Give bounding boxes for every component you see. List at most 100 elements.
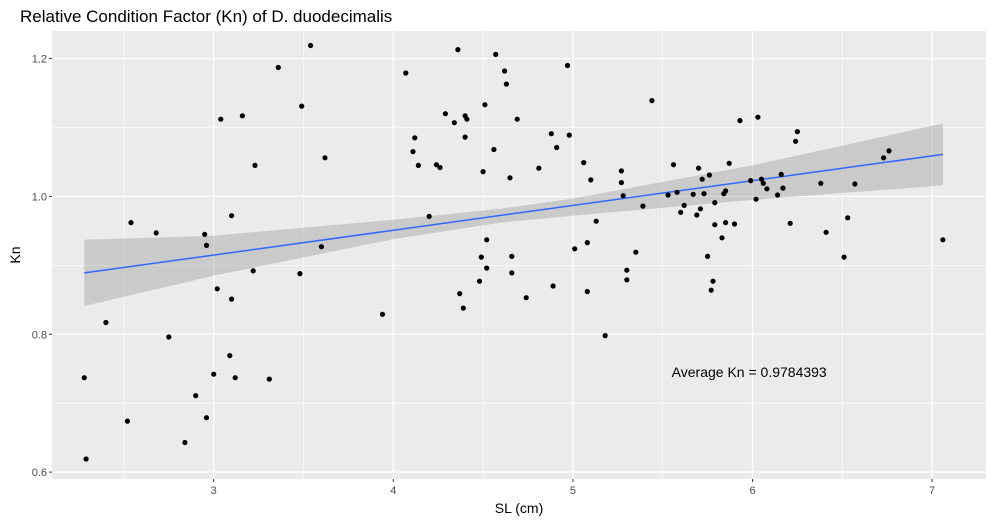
data-point (509, 253, 515, 259)
fit-line-layer (84, 153, 943, 274)
data-point (681, 202, 687, 208)
data-point (852, 181, 858, 187)
data-point (523, 295, 529, 301)
data-point (690, 191, 696, 197)
data-point (618, 168, 625, 174)
average-kn-annotation: Average Kn = 0.9784393 (672, 364, 827, 380)
y-axis-ticks: 0.6 0.8 1.0 1.2 (32, 54, 52, 479)
data-point (252, 162, 258, 168)
data-point (696, 165, 702, 171)
data-point (491, 146, 497, 153)
data-point (412, 135, 418, 141)
data-point (737, 118, 743, 124)
data-point (211, 371, 217, 377)
data-point (502, 68, 508, 74)
data-point (203, 242, 210, 248)
data-point (748, 178, 754, 184)
data-point (633, 249, 639, 255)
data-point (581, 160, 587, 166)
data-point (318, 244, 324, 250)
x-tick-label: 3 (211, 485, 217, 497)
data-point (566, 132, 572, 138)
data-point (649, 98, 655, 104)
data-point (478, 254, 484, 260)
x-tick-label: 7 (929, 485, 935, 497)
data-point (624, 277, 630, 283)
data-point (229, 296, 235, 302)
data-point (455, 47, 461, 53)
data-point (379, 311, 386, 317)
data-point (410, 149, 416, 155)
data-point (778, 171, 784, 177)
data-point (232, 375, 238, 381)
data-point (588, 177, 594, 183)
data-point (426, 213, 432, 219)
data-point (753, 196, 759, 202)
data-point (482, 102, 488, 108)
data-point (764, 186, 770, 192)
data-point (699, 176, 705, 182)
data-point (775, 192, 781, 198)
data-point (845, 215, 851, 221)
data-point (83, 456, 89, 462)
data-point (415, 162, 421, 168)
data-point (564, 62, 571, 69)
data-point (719, 235, 725, 241)
chart-title: Relative Condition Factor (Kn) of D. duo… (20, 7, 392, 26)
data-point (218, 116, 224, 122)
data-point (881, 155, 887, 161)
y-tick-label: 0.8 (32, 329, 47, 341)
data-point (203, 415, 210, 421)
data-point (726, 160, 732, 166)
confidence-band (84, 123, 943, 307)
data-point (250, 268, 256, 274)
data-point (593, 218, 599, 224)
data-point (694, 212, 700, 218)
data-point (787, 220, 793, 226)
data-point (509, 270, 515, 276)
x-axis-ticks: 3 4 5 6 7 (211, 479, 935, 497)
data-point (710, 278, 716, 284)
data-point (780, 185, 786, 191)
y-axis-title: Kn (7, 246, 23, 263)
data-point (712, 200, 718, 206)
data-point (624, 267, 630, 273)
data-points (81, 42, 946, 462)
data-point (484, 237, 490, 243)
data-point (755, 114, 761, 120)
data-point (940, 237, 946, 243)
data-point (442, 111, 448, 117)
data-point (708, 287, 714, 293)
data-point (536, 165, 542, 171)
data-point (103, 319, 109, 326)
data-point (128, 220, 134, 226)
data-point (462, 134, 468, 140)
data-point (437, 164, 443, 171)
data-point (723, 188, 729, 194)
data-point (182, 439, 188, 446)
data-point (193, 393, 199, 399)
x-tick-label: 5 (570, 485, 576, 497)
y-tick-label: 1.2 (32, 54, 47, 66)
data-point (275, 64, 281, 71)
data-point (550, 283, 556, 289)
confidence-band-layer (84, 123, 943, 307)
data-point (153, 230, 159, 236)
data-point (818, 180, 824, 186)
data-point (674, 189, 680, 195)
data-point (712, 222, 718, 228)
data-point (476, 278, 483, 284)
data-point (227, 353, 233, 359)
data-point (548, 131, 554, 137)
data-point (584, 288, 590, 295)
data-point (493, 51, 499, 58)
data-point (507, 175, 513, 181)
data-point (214, 286, 220, 292)
data-point (697, 206, 704, 212)
x-tick-label: 4 (390, 485, 396, 497)
data-point (239, 113, 245, 119)
data-point (705, 253, 711, 259)
data-point (670, 162, 677, 168)
data-point (572, 246, 578, 252)
data-point (701, 191, 707, 197)
